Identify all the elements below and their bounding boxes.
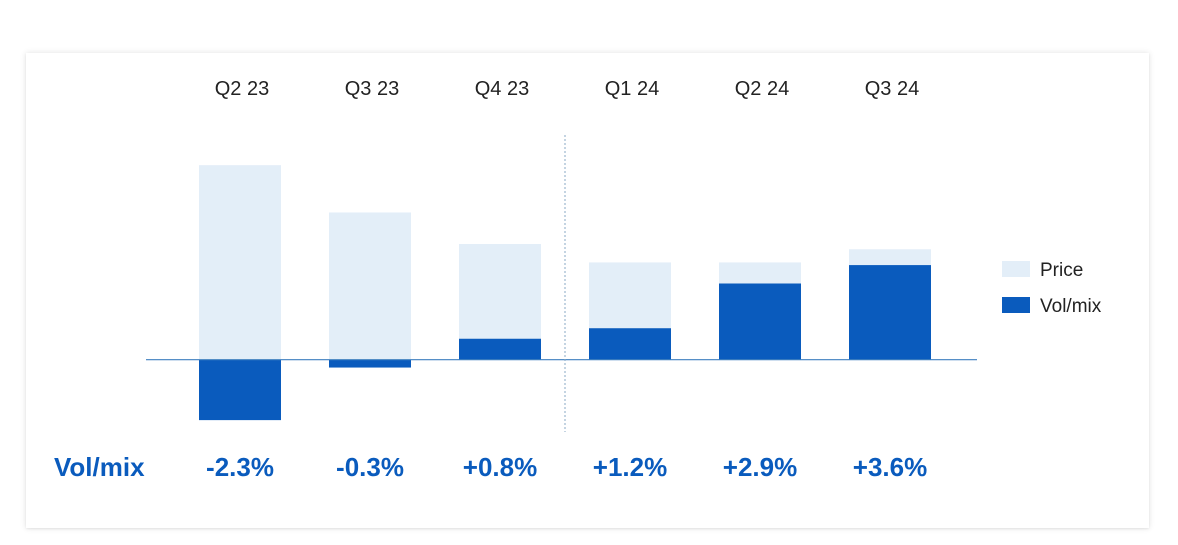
volmix-bar-q3-23: [329, 359, 411, 368]
price-bar-q3-24: [849, 249, 931, 266]
legend-label-volmix: Vol/mix: [1040, 296, 1102, 317]
volmix-value-label-q3-23: -0.3%: [336, 452, 404, 482]
category-label-q4-23: Q4 23: [475, 78, 529, 100]
volmix-bar-q4-23: [459, 338, 541, 360]
category-label-q2-23: Q2 23: [215, 78, 269, 100]
category-label-q3-23: Q3 23: [345, 78, 399, 100]
legend: Price Vol/mix: [1002, 260, 1102, 317]
category-label-q2-24: Q2 24: [735, 78, 789, 100]
volmix-bar-q3-24: [849, 265, 931, 360]
price-bar-q2-24: [719, 262, 801, 284]
category-label-q1-24: Q1 24: [605, 78, 659, 100]
category-label-q3-24: Q3 24: [865, 78, 919, 100]
bars-layer: [199, 165, 931, 421]
volmix-value-label-q3-24: +3.6%: [853, 452, 927, 482]
price-bar-q3-23: [329, 212, 411, 360]
volmix-bar-q2-23: [199, 359, 281, 421]
category-labels: Q2 23 Q3 23 Q4 23 Q1 24 Q2 24 Q3 24: [215, 78, 919, 100]
volmix-value-label-q2-24: +2.9%: [723, 452, 797, 482]
volmix-value-labels: -2.3% -0.3% +0.8% +1.2% +2.9% +3.6%: [206, 452, 927, 482]
price-bar-q1-24: [589, 262, 671, 329]
legend-swatch-price: [1002, 261, 1030, 277]
legend-label-price: Price: [1040, 260, 1083, 281]
legend-swatch-volmix: [1002, 297, 1030, 313]
volmix-bar-q1-24: [589, 328, 671, 360]
price-bar-q4-23: [459, 244, 541, 339]
volmix-bar-q2-24: [719, 283, 801, 360]
volmix-value-label-q1-24: +1.2%: [593, 452, 667, 482]
volmix-row-title: Vol/mix: [54, 452, 145, 482]
volmix-value-label-q2-23: -2.3%: [206, 452, 274, 482]
volmix-value-label-q4-23: +0.8%: [463, 452, 537, 482]
price-bar-q2-23: [199, 165, 281, 360]
